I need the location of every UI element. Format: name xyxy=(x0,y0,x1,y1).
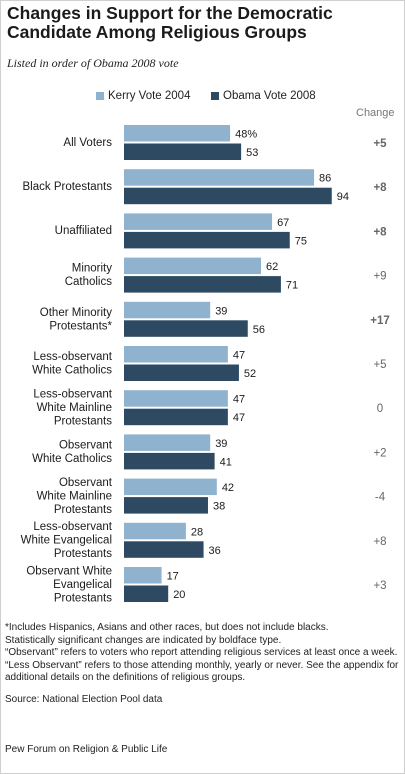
value-label-obama: 36 xyxy=(209,545,221,557)
category-label: Observant White Evangelical Protestants xyxy=(26,565,112,604)
bar-obama xyxy=(124,408,228,426)
bar-chart: 48% 53 All Voters +5 86 94 Black Protestants +8… xyxy=(21,125,390,604)
value-label-obama: 38 xyxy=(213,501,225,513)
value-label-kerry: 48% xyxy=(235,129,257,141)
legend-kerry-swatch xyxy=(96,92,104,100)
value-label-obama: 56 xyxy=(253,324,265,336)
bar-kerry xyxy=(124,478,217,496)
bar-kerry xyxy=(124,390,228,407)
category-label: Unaffiliated xyxy=(55,225,112,237)
bar-obama xyxy=(124,364,239,381)
value-label-kerry: 86 xyxy=(319,173,331,185)
category-label: Less-observant White Evangelical Protestan… xyxy=(21,521,113,560)
bar-kerry xyxy=(124,257,262,275)
footnote-1: *Includes Hispanics, Asians and other ra… xyxy=(5,622,329,633)
credit-line: Pew Forum on Religion & Public Life xyxy=(5,744,168,755)
legend-obama: Obama Vote 2008 xyxy=(211,89,316,103)
change-value: +8 xyxy=(373,182,387,194)
bar-obama xyxy=(124,187,332,205)
value-label-obama: 47 xyxy=(233,412,245,424)
change-value: +8 xyxy=(373,226,387,238)
category-label: Black Protestants xyxy=(23,181,113,193)
change-value: +5 xyxy=(373,359,386,371)
value-label-obama: 75 xyxy=(295,235,307,247)
value-label-kerry: 47 xyxy=(233,350,245,362)
value-label-kerry: 17 xyxy=(167,571,179,583)
value-label-obama: 41 xyxy=(220,456,232,468)
bar-obama xyxy=(124,585,169,602)
value-label-obama: 71 xyxy=(286,280,298,292)
change-value: +2 xyxy=(373,447,386,459)
bar-kerry xyxy=(124,213,273,230)
chart-title: Changes in Support for the Democratic Ca… xyxy=(7,4,399,42)
category-label: Minority Catholics xyxy=(65,263,113,289)
value-label-kerry: 62 xyxy=(266,261,278,273)
bar-obama xyxy=(124,231,290,249)
value-label-obama: 52 xyxy=(244,368,256,380)
title-line-2: Candidate Among Religious Groups xyxy=(7,22,307,42)
value-label-kerry: 67 xyxy=(277,217,289,229)
bar-kerry xyxy=(124,125,231,142)
category-label: All Voters xyxy=(63,137,112,149)
change-column-header: Change xyxy=(356,107,395,119)
value-label-obama: 20 xyxy=(173,589,185,601)
legend-obama-swatch xyxy=(211,92,219,100)
value-label-kerry: 42 xyxy=(222,482,234,494)
bar-obama xyxy=(124,276,281,293)
bar-obama xyxy=(124,143,242,160)
legend-obama-label: Obama Vote 2008 xyxy=(223,90,316,102)
legend-kerry-label: Kerry Vote 2004 xyxy=(108,90,191,102)
value-label-obama: 94 xyxy=(337,191,349,203)
value-label-kerry: 47 xyxy=(233,394,245,406)
change-value: +17 xyxy=(370,315,390,327)
bar-obama xyxy=(124,320,248,337)
title-line-1: Changes in Support for the Democratic xyxy=(7,3,333,23)
footnote-3: “Observant” refers to voters who report … xyxy=(5,647,399,683)
bar-kerry xyxy=(124,567,162,584)
bar-obama xyxy=(124,497,208,514)
value-label-kerry: 28 xyxy=(191,526,203,538)
legend-kerry: Kerry Vote 2004 xyxy=(96,89,190,103)
change-value: +3 xyxy=(373,580,386,592)
source-note: Source: National Election Pool data xyxy=(5,694,163,705)
category-label: Observant White Mainline Protestants xyxy=(37,477,113,516)
bar-obama xyxy=(124,541,204,558)
category-label: Observant White Catholics xyxy=(32,439,113,465)
change-value: 0 xyxy=(377,403,383,415)
bar-kerry xyxy=(124,434,211,451)
category-label: Less-observant White Mainline Protestants xyxy=(33,388,112,427)
footnote-2: Statistically significant changes are in… xyxy=(5,634,282,646)
change-value: -4 xyxy=(375,492,386,504)
chart-subtitle: Listed in order of Obama 2008 vote xyxy=(7,56,179,70)
footnotes: *Includes Hispanics, Asians and other ra… xyxy=(5,622,400,685)
change-value: +5 xyxy=(373,138,387,150)
bar-kerry xyxy=(124,346,228,363)
category-label: Other Minority Protestants* xyxy=(40,307,113,333)
value-label-obama: 53 xyxy=(246,147,258,159)
bar-kerry xyxy=(124,522,186,540)
bar-kerry xyxy=(124,169,315,186)
value-label-kerry: 39 xyxy=(215,438,227,450)
category-label: Less-observant White Catholics xyxy=(32,351,113,377)
change-value: +8 xyxy=(373,536,386,548)
bar-obama xyxy=(124,452,215,470)
bar-kerry xyxy=(124,301,211,319)
value-label-kerry: 39 xyxy=(215,305,227,317)
change-value: +9 xyxy=(373,271,386,283)
